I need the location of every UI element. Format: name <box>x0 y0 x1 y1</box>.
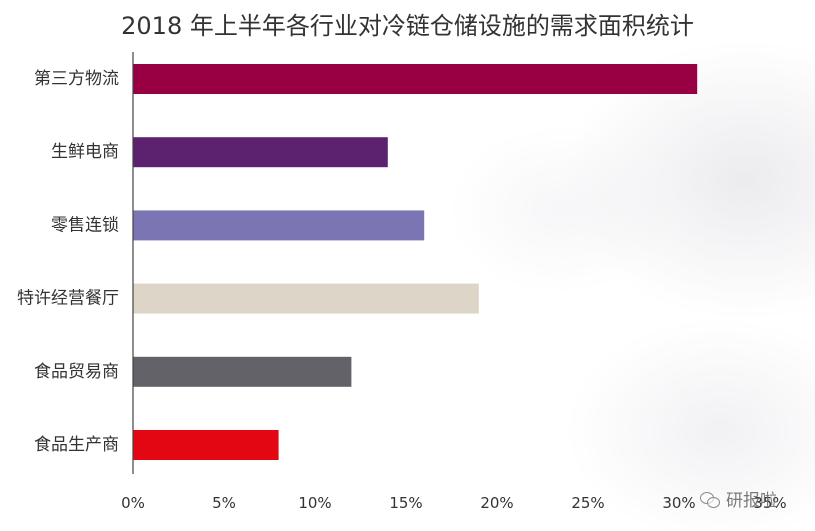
x-tick-label: 5% <box>212 494 236 512</box>
watermark: 研报啦 <box>700 486 777 511</box>
category-label: 食品贸易商 <box>34 362 119 382</box>
category-label: 生鲜电商 <box>51 142 119 162</box>
wechat-icon <box>700 491 720 508</box>
chart-title: 2018 年上半年各行业对冷链仓储设施的需求面积统计 <box>121 12 694 40</box>
category-label: 特许经营餐厅 <box>17 289 119 309</box>
x-tick-label: 0% <box>121 494 145 512</box>
x-tick-label: 15% <box>389 494 422 512</box>
bar-4 <box>133 283 479 314</box>
x-tick-label: 30% <box>662 494 695 512</box>
watermark-text: 研报啦 <box>726 491 777 511</box>
category-label: 食品生产商 <box>34 435 119 455</box>
category-label: 零售连锁 <box>51 215 119 235</box>
x-tick-label: 25% <box>571 494 604 512</box>
bar-6 <box>133 430 279 460</box>
x-tick-label: 35% <box>753 494 786 512</box>
category-label: 第三方物流 <box>34 69 119 89</box>
bar-1 <box>133 64 698 94</box>
bar-3 <box>133 210 425 241</box>
bar-2 <box>133 137 388 168</box>
x-tick-label: 20% <box>480 494 513 512</box>
x-tick-label: 10% <box>298 494 331 512</box>
bar-5 <box>133 356 352 387</box>
